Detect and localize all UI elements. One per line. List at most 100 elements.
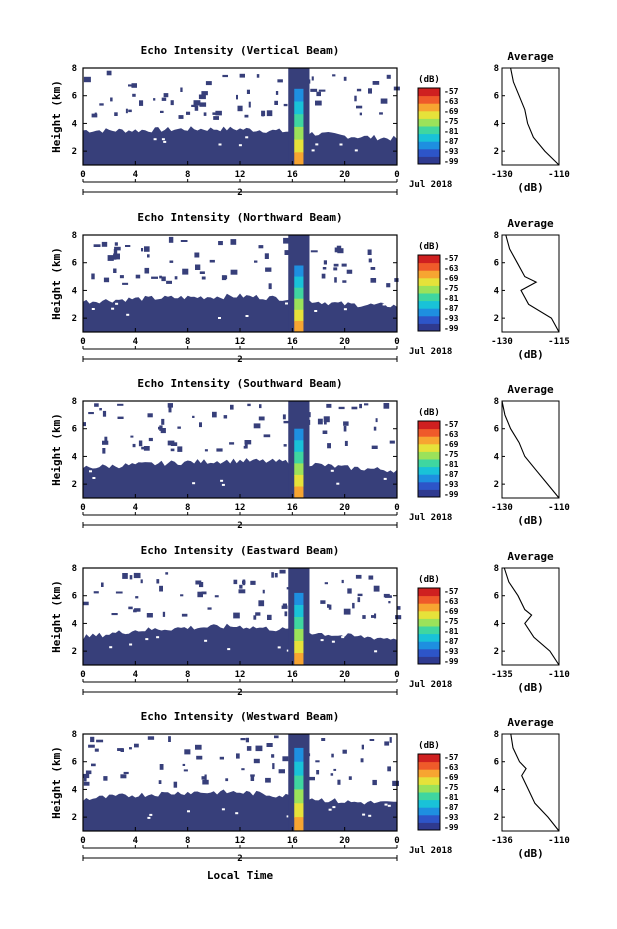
echo-speck xyxy=(265,777,271,783)
echo-speck xyxy=(233,612,240,619)
echo-speck xyxy=(258,416,265,421)
y-tick-label: 6 xyxy=(72,592,77,602)
echo-speck xyxy=(146,613,153,618)
y-axis-label: Height (km) xyxy=(50,247,63,320)
avg-y-tick-label: 2 xyxy=(494,147,499,157)
colorbar-tick-label: -99 xyxy=(444,324,459,333)
echo-speck xyxy=(311,76,314,81)
avg-x-tick-label: -130 xyxy=(491,170,513,180)
echo-speck xyxy=(205,81,212,86)
echo-speck xyxy=(268,283,272,290)
echo-speck xyxy=(324,582,328,585)
x-axis-label: Local Time xyxy=(207,869,274,882)
echo-speck xyxy=(113,268,117,273)
y-tick-label: 8 xyxy=(72,231,77,241)
colorbar-tick-label: -57 xyxy=(444,753,459,762)
colorbar-frame xyxy=(417,87,441,165)
colorbar-swatch xyxy=(418,822,440,831)
echo-speck xyxy=(244,440,252,445)
avg-x-tick-label: -110 xyxy=(548,170,570,180)
echo-gap xyxy=(221,483,225,486)
echo-speck xyxy=(135,274,141,279)
echo-gap xyxy=(109,646,113,649)
avg-y-tick-label: 4 xyxy=(494,785,500,795)
echo-speck xyxy=(141,248,144,252)
echo-speck xyxy=(207,607,212,610)
avg-y-tick-label: 6 xyxy=(494,92,499,102)
colorbar-frame xyxy=(417,420,441,498)
convective-core-band xyxy=(294,486,304,499)
echo-gap xyxy=(383,477,387,480)
echo-speck xyxy=(161,97,167,101)
echo-gap xyxy=(354,149,358,152)
colorbar-tick-label: -81 xyxy=(444,460,459,469)
echo-speck xyxy=(160,428,166,434)
echo-speck xyxy=(165,572,169,575)
colorbar-swatch xyxy=(418,784,440,793)
echo-gap xyxy=(339,143,343,146)
x-tick-label: 0 xyxy=(80,337,85,347)
panel-title: Echo Intensity (Vertical Beam) xyxy=(141,44,340,57)
echo-speck xyxy=(122,573,128,579)
echo-speck xyxy=(169,260,174,263)
echo-speck xyxy=(193,100,201,106)
echo-speck xyxy=(91,113,98,118)
echo-speck xyxy=(83,773,90,779)
echo-gap xyxy=(145,638,149,641)
convective-core-band xyxy=(294,653,304,666)
echo-speck xyxy=(168,236,174,243)
x-tick-label: 16 xyxy=(287,670,298,680)
echo-speck xyxy=(327,443,331,449)
echo-speck xyxy=(259,404,262,409)
convective-core-band xyxy=(294,629,304,642)
echo-speck xyxy=(255,612,261,616)
average-title: Average xyxy=(507,50,554,63)
x-tick-label: 8 xyxy=(185,503,190,513)
echo-speck xyxy=(323,260,327,265)
echo-speck xyxy=(332,74,336,77)
echo-speck xyxy=(342,749,347,754)
echo-speck xyxy=(201,91,208,96)
date-label: Jul 2018 xyxy=(409,846,452,856)
colorbar-swatch xyxy=(418,293,440,302)
echo-speck xyxy=(386,74,391,79)
echo-speck xyxy=(195,744,202,750)
avg-y-tick-label: 8 xyxy=(494,231,499,241)
average-title: Average xyxy=(507,716,554,729)
colorbar-unit: (dB) xyxy=(418,741,440,751)
echo-speck xyxy=(123,771,129,775)
echo-gap xyxy=(218,317,221,319)
echo-speck xyxy=(166,280,172,284)
echo-speck xyxy=(151,276,158,279)
echo-speck xyxy=(241,768,245,771)
echo-gap xyxy=(192,482,196,485)
echo-speck xyxy=(367,249,372,255)
echo-speck xyxy=(359,403,362,409)
colorbar-tick-label: -99 xyxy=(444,157,459,166)
echo-speck xyxy=(167,440,175,446)
avg-x-tick-label: -110 xyxy=(548,503,570,513)
echo-speck xyxy=(113,249,118,255)
echo-speck xyxy=(341,263,347,267)
colorbar-swatch xyxy=(418,481,440,490)
echo-speck xyxy=(180,594,184,597)
average-profile-line xyxy=(505,234,560,333)
y-tick-label: 8 xyxy=(72,730,77,740)
echo-speck xyxy=(272,763,275,770)
echo-speck xyxy=(328,604,332,610)
echo-speck xyxy=(198,94,206,100)
echo-gap xyxy=(235,812,239,815)
echo-speck xyxy=(218,241,223,246)
echo-speck xyxy=(156,579,160,584)
avg-y-tick-label: 4 xyxy=(494,619,500,629)
echo-speck xyxy=(389,737,392,743)
echo-speck xyxy=(395,615,402,620)
convective-core-band xyxy=(294,641,304,654)
convective-core-band xyxy=(294,761,304,777)
echo-speck xyxy=(310,88,318,92)
x-tick-label: 4 xyxy=(133,170,139,180)
convective-core-band xyxy=(294,451,304,464)
echo-speck xyxy=(197,591,203,598)
colorbar-swatch xyxy=(418,754,440,763)
echo-speck xyxy=(368,258,372,263)
